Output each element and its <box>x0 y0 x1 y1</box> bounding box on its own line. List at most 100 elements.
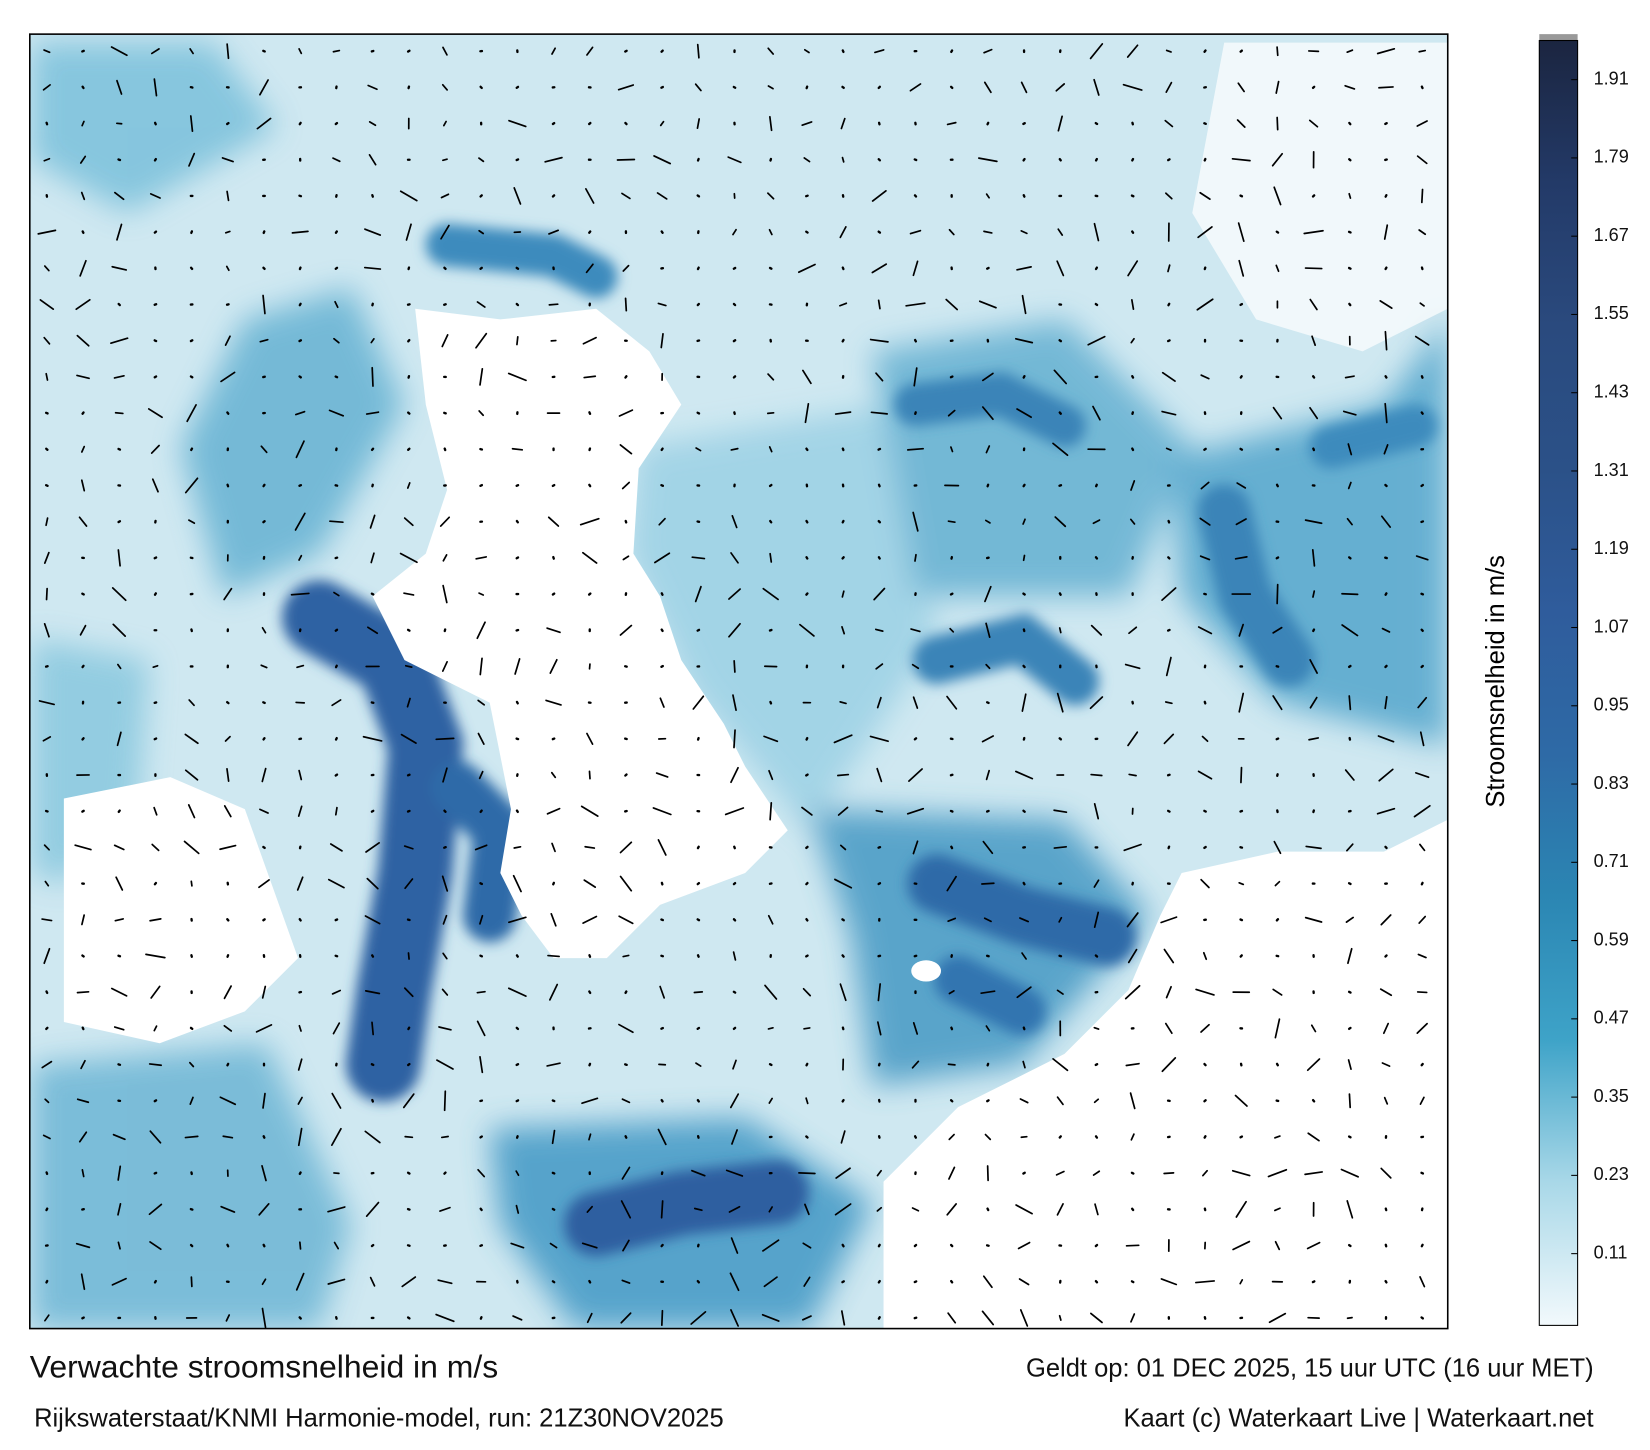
current-arrow <box>1275 230 1280 234</box>
current-arrow <box>1130 1313 1136 1323</box>
current-arrow <box>1417 953 1427 959</box>
current-arrow <box>405 223 412 241</box>
current-arrow <box>768 228 773 236</box>
current-arrow <box>1348 302 1352 307</box>
current-arrow <box>986 1207 990 1212</box>
current-arrow <box>1231 1169 1251 1177</box>
current-arrow <box>805 845 809 850</box>
current-arrow <box>696 194 701 198</box>
current-arrow <box>1384 402 1388 424</box>
current-arrow <box>478 770 484 780</box>
current-arrow <box>546 1062 561 1067</box>
current-arrow <box>478 229 485 235</box>
current-arrow <box>1274 1240 1281 1251</box>
current-arrow <box>1420 664 1424 669</box>
current-arrow <box>151 843 160 852</box>
current-arrow <box>75 298 91 311</box>
current-arrow <box>443 1171 447 1175</box>
current-arrow <box>1199 191 1211 200</box>
current-arrow <box>1420 85 1424 90</box>
current-arrow <box>262 701 266 705</box>
current-arrow <box>190 880 193 887</box>
current-arrow <box>1376 807 1396 815</box>
current-arrow <box>261 1307 267 1329</box>
current-arrow <box>913 1243 918 1248</box>
current-arrow <box>945 298 959 311</box>
current-arrow <box>441 988 449 996</box>
current-arrow <box>1161 410 1177 416</box>
current-arrow <box>1058 592 1062 596</box>
current-arrow <box>762 1239 780 1252</box>
current-arrow <box>1131 447 1135 452</box>
current-arrow <box>619 624 633 636</box>
current-arrow <box>189 1061 195 1068</box>
current-arrow <box>297 1096 303 1105</box>
current-arrow <box>841 49 845 54</box>
current-arrow <box>654 552 671 564</box>
current-arrow <box>1015 1204 1033 1215</box>
current-arrow <box>1200 878 1210 889</box>
current-arrow <box>1239 194 1244 198</box>
current-arrow <box>403 592 415 596</box>
current-arrow <box>877 1021 882 1036</box>
current-arrow <box>407 338 411 343</box>
current-arrow <box>1022 194 1026 198</box>
current-arrow <box>367 626 379 635</box>
current-arrow <box>406 1171 411 1175</box>
current-arrow <box>115 876 124 891</box>
current-arrow <box>1090 773 1103 777</box>
current-arrow <box>1420 628 1424 633</box>
current-arrow <box>327 878 345 889</box>
current-arrow <box>1348 121 1352 126</box>
current-arrow <box>153 339 158 343</box>
current-arrow <box>768 483 773 488</box>
current-arrow <box>1164 119 1174 128</box>
valid-time: Geldt op: 01 DEC 2025, 15 uur UTC (16 uu… <box>1026 1354 1594 1382</box>
current-arrow <box>1090 624 1103 636</box>
current-arrow <box>43 844 50 851</box>
current-arrow <box>479 954 484 958</box>
current-arrow <box>986 1099 990 1103</box>
current-arrow <box>261 1164 267 1182</box>
current-arrow <box>1195 1280 1216 1284</box>
current-arrow <box>1306 1058 1321 1072</box>
current-arrow <box>1055 83 1066 92</box>
current-arrow <box>38 700 55 706</box>
current-arrow <box>226 411 230 415</box>
current-arrow <box>1420 1171 1425 1175</box>
current-arrow <box>224 230 231 234</box>
current-arrow <box>114 918 124 922</box>
current-arrow <box>764 984 778 1000</box>
current-arrow <box>1384 122 1388 126</box>
current-arrow <box>42 84 51 91</box>
current-arrow <box>729 1272 740 1292</box>
current-arrow <box>364 990 381 995</box>
current-arrow <box>475 332 488 349</box>
current-arrow <box>728 588 741 600</box>
current-arrow <box>694 585 702 603</box>
current-arrow <box>1131 157 1135 162</box>
current-arrow <box>406 773 411 777</box>
current-arrow <box>914 553 917 562</box>
current-arrow <box>1090 1312 1103 1324</box>
current-arrow <box>588 1062 592 1067</box>
current-arrow <box>400 733 417 744</box>
current-arrow <box>732 266 737 270</box>
current-arrow <box>515 85 520 89</box>
current-arrow <box>189 339 194 343</box>
current-arrow <box>1203 809 1207 813</box>
current-arrow <box>226 918 230 922</box>
current-arrow <box>696 881 701 886</box>
current-arrow <box>876 696 882 709</box>
current-arrow <box>804 1203 810 1216</box>
current-arrow <box>695 1062 702 1067</box>
current-arrow <box>81 1316 85 1320</box>
current-arrow <box>1311 375 1316 379</box>
current-arrow <box>476 621 486 640</box>
current-arrow <box>478 157 485 163</box>
current-arrow <box>42 1134 51 1140</box>
current-arrow <box>1167 519 1171 524</box>
current-arrow <box>399 552 418 564</box>
current-arrow <box>1128 773 1137 777</box>
current-arrow <box>586 732 594 746</box>
